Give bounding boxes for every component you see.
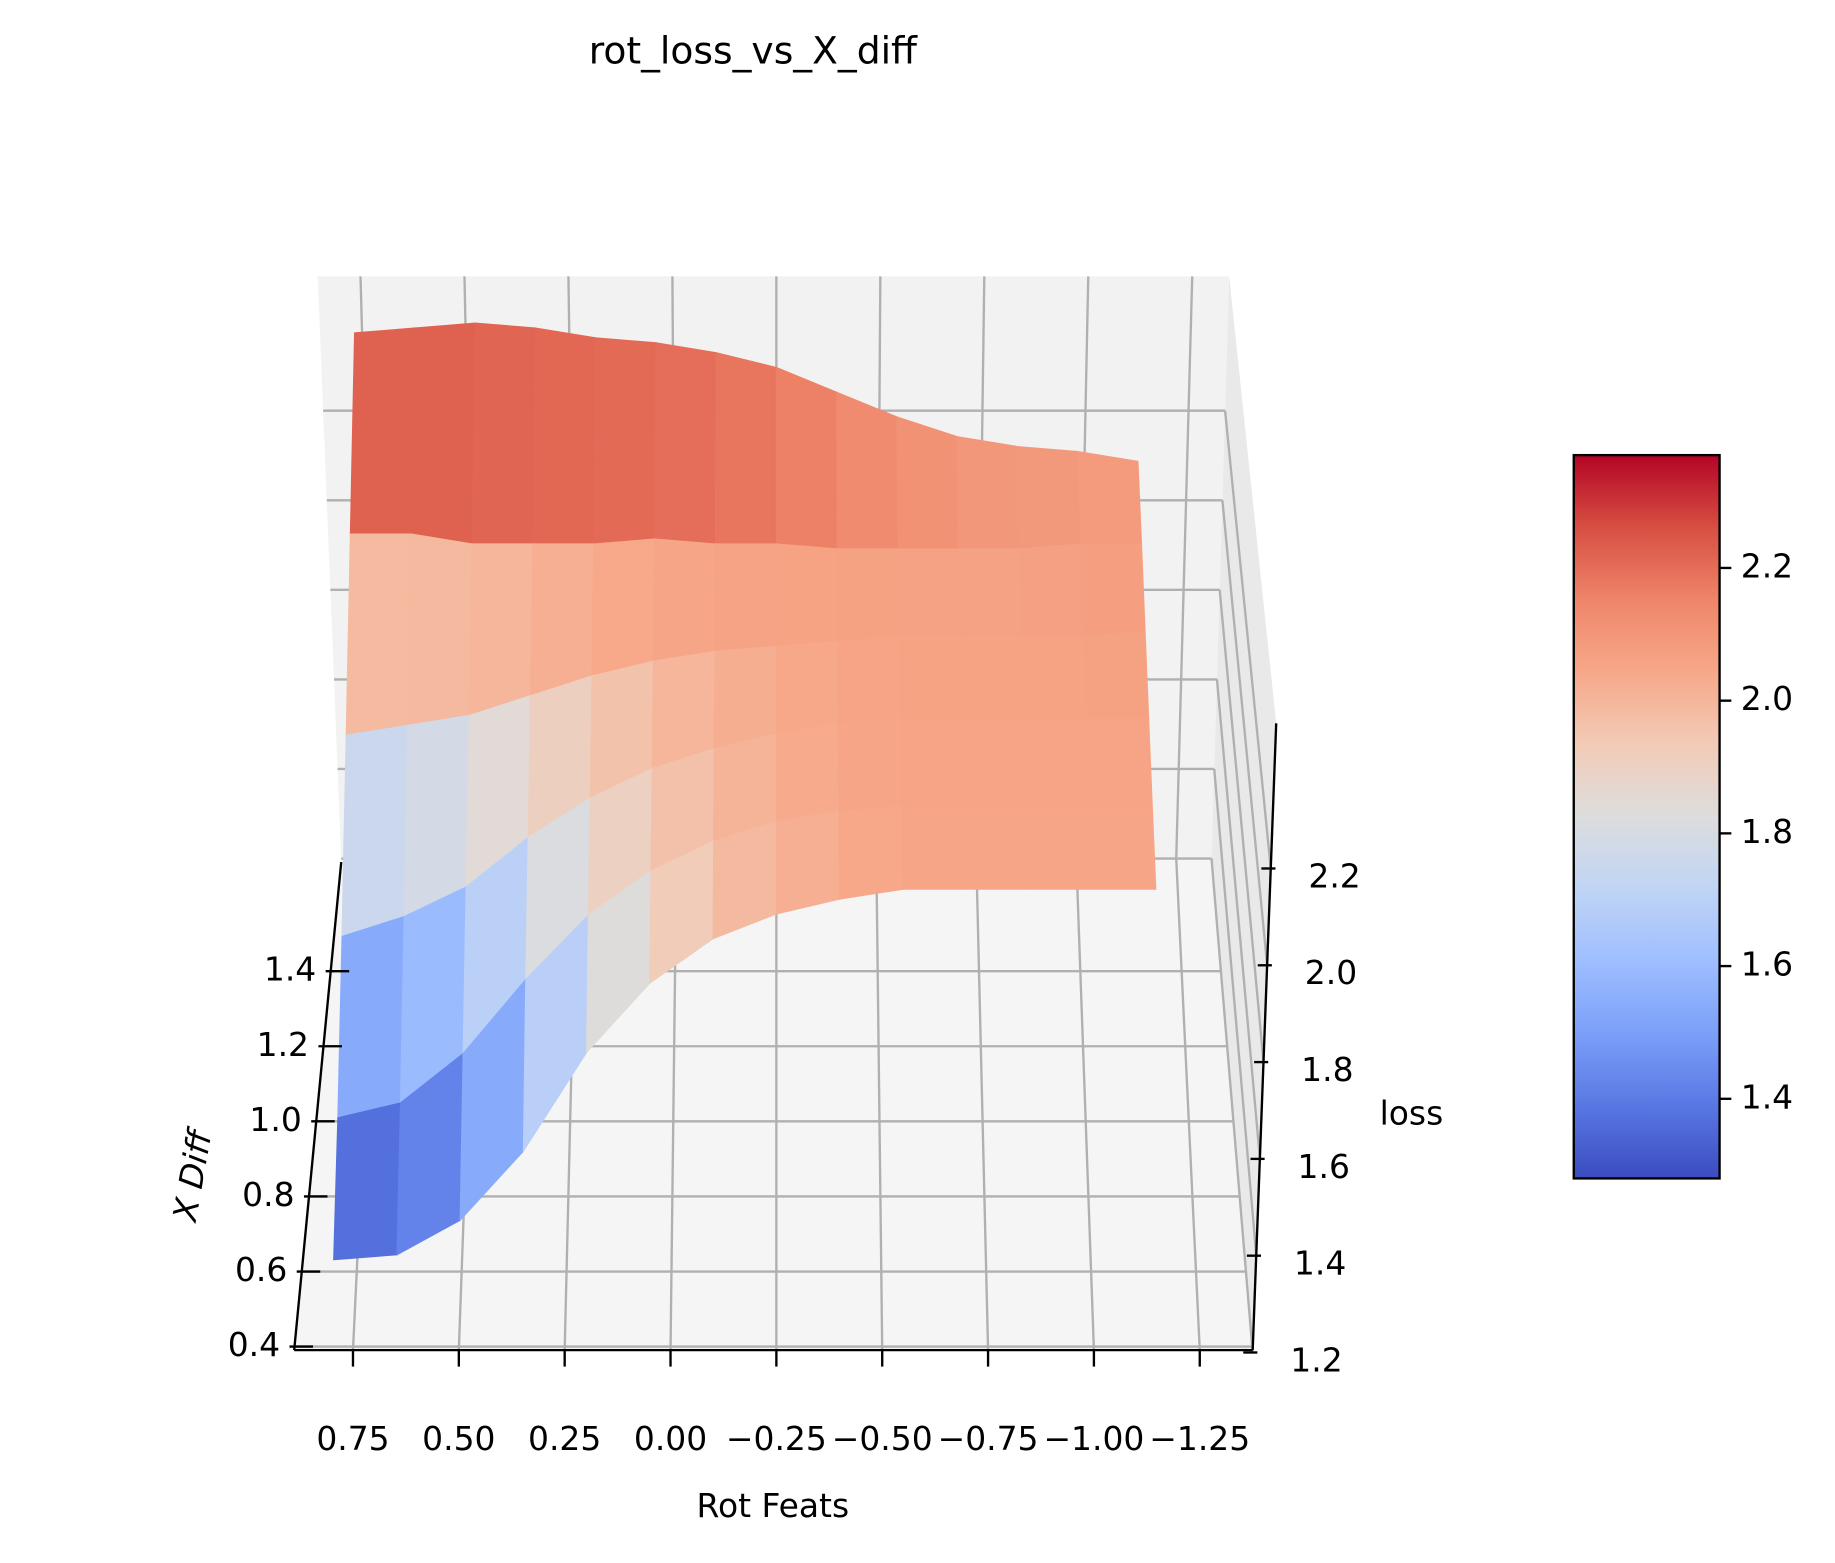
surface-patch <box>591 538 656 677</box>
surface-patch <box>960 635 1026 720</box>
y-tick-label: 0.4 <box>228 1325 280 1364</box>
surface-patch <box>837 718 903 813</box>
colorbar <box>1572 453 1721 1180</box>
grid-line <box>875 858 884 1351</box>
surface-patch <box>532 327 597 545</box>
grid-line <box>1215 679 1262 1159</box>
surface <box>333 322 1157 1261</box>
surface-patch <box>333 1102 402 1261</box>
surface-patch <box>714 351 777 545</box>
z-tick-label: 1.4 <box>1294 1244 1346 1283</box>
grid-line <box>1075 858 1096 1351</box>
surface-patch <box>471 322 536 545</box>
chart-title: rot_loss_vs_X_diff <box>589 28 918 72</box>
y-tick-label: 0.6 <box>235 1250 287 1289</box>
z-tick-label: 1.8 <box>1301 1050 1353 1089</box>
surface-patch <box>838 805 904 900</box>
grid-line <box>1221 500 1269 966</box>
surface-patch <box>836 548 900 643</box>
x-tick-label: 0.75 <box>316 1419 389 1458</box>
colorbar-tick-label: 1.6 <box>1741 945 1793 984</box>
surface-patch <box>836 391 899 550</box>
colorbar-tick-label: 1.8 <box>1741 812 1793 851</box>
surface-patch <box>897 548 962 638</box>
surface-patch <box>1016 445 1082 550</box>
surface-patch <box>896 416 960 550</box>
surface-patch <box>652 538 717 662</box>
surface-patch <box>956 436 1021 550</box>
z-tick-label: 1.6 <box>1298 1147 1350 1186</box>
surface-patch <box>407 533 473 727</box>
surface-patch <box>775 543 839 647</box>
grid-line <box>975 858 990 1351</box>
grid-line <box>1175 858 1201 1351</box>
colorbar-axis: 1.4 1.6 1.8 2.0 2.2 <box>1719 546 1793 1116</box>
surface-patch <box>775 723 840 823</box>
surface-patch <box>468 543 534 717</box>
surface-patch <box>651 650 716 770</box>
surface-patch <box>410 322 476 545</box>
surface-patch <box>345 533 412 736</box>
colorbar-tick-label: 1.4 <box>1741 1077 1793 1116</box>
surface-patch <box>775 366 838 550</box>
surface-patch <box>1082 630 1150 720</box>
surface-patch <box>901 806 967 890</box>
z-axis-line <box>1251 723 1278 1351</box>
x-tick-label: −0.50 <box>832 1419 933 1458</box>
surface-patch <box>1019 543 1085 638</box>
surface-patch <box>1023 718 1091 808</box>
x-tick-label: 0.25 <box>528 1419 601 1458</box>
x-axis-label: Rot Feats <box>697 1486 850 1525</box>
surface-patch <box>961 718 1028 808</box>
surface-patch <box>837 635 902 725</box>
surface-patch <box>654 342 717 545</box>
surface-patch <box>1021 635 1088 720</box>
surface-patch <box>713 645 777 750</box>
surface-patch <box>1026 806 1094 890</box>
surface-patch <box>775 810 841 915</box>
surface-patch <box>898 635 964 720</box>
y-axis-line <box>293 861 343 1351</box>
surface-patch <box>403 714 470 918</box>
grid-line <box>1218 589 1265 1063</box>
surface-patch <box>775 640 840 735</box>
surface-patch <box>1088 806 1157 890</box>
x-tick-label: 0.50 <box>422 1419 495 1458</box>
surface-patch <box>1080 543 1146 638</box>
surface-patch <box>337 915 405 1119</box>
z-tick-label: 1.2 <box>1290 1340 1342 1379</box>
y-tick-label: 1.0 <box>249 1100 301 1139</box>
x-tick-label: 0.00 <box>634 1419 707 1458</box>
surface-patch <box>714 543 777 652</box>
grid-line <box>1210 858 1254 1353</box>
y-tick-label: 1.4 <box>264 950 316 989</box>
y-tick-label: 0.8 <box>242 1175 294 1214</box>
z-tick-label: 2.0 <box>1305 953 1357 992</box>
z-tick-label: 2.2 <box>1308 856 1360 895</box>
surface-patch <box>593 337 657 545</box>
z-axis-label: loss <box>1380 1093 1444 1132</box>
y-axis-label: X Diff <box>165 1124 220 1226</box>
surface-patch <box>349 327 416 535</box>
x-tick-label: −0.75 <box>938 1419 1039 1458</box>
colorbar-tick-label: 2.2 <box>1741 546 1793 585</box>
x-tick-label: −1.25 <box>1149 1419 1250 1458</box>
grid-line <box>1213 768 1258 1256</box>
grid-line <box>1175 276 1194 859</box>
surface-patch <box>958 548 1023 638</box>
surface-patch <box>1077 450 1143 545</box>
colorbar-tick-label: 2.0 <box>1741 679 1793 718</box>
x-tick-label: −1.00 <box>1043 1419 1144 1458</box>
surface-patch <box>899 718 965 808</box>
surface-patch <box>963 806 1030 890</box>
grid-line <box>1223 410 1272 869</box>
surface-patch <box>341 724 409 938</box>
x-tick-label: −0.25 <box>726 1419 827 1458</box>
y-tick-label: 1.2 <box>257 1025 309 1064</box>
axes: 0.75 0.50 0.25 0.00 −0.25 −0.50 −0.75 −1.00 −1.2… <box>228 723 1361 1458</box>
surface-patch <box>1085 718 1153 808</box>
surface-patch <box>529 543 595 697</box>
